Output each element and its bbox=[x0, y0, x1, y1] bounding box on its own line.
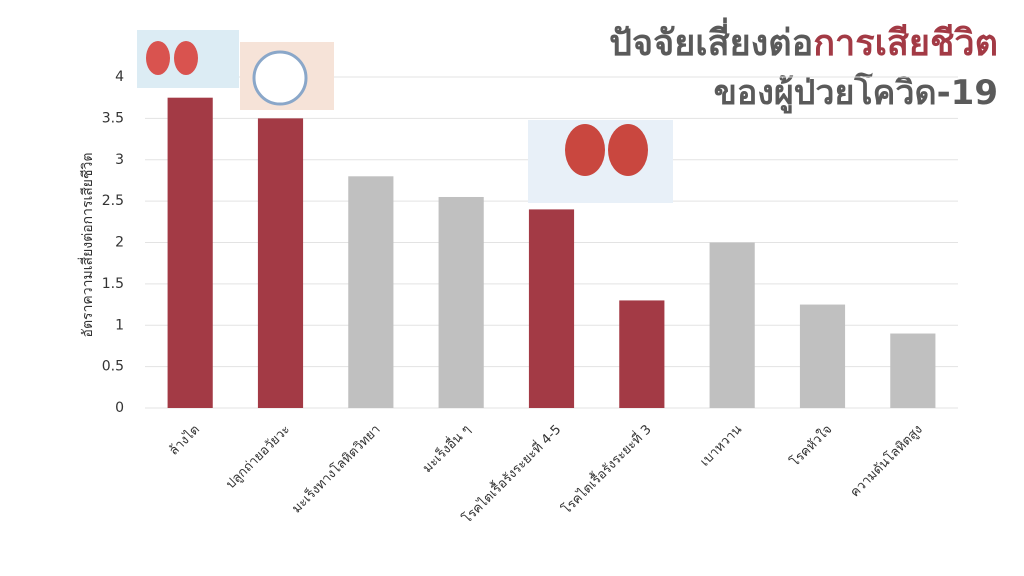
x-tick-label: ล้างไต bbox=[166, 422, 203, 459]
bar bbox=[167, 97, 213, 408]
x-tick-label: ปลูกถ่ายอวัยวะ bbox=[223, 422, 293, 492]
x-tick-label: ความดันโลหิตสูง bbox=[847, 422, 926, 501]
bar bbox=[257, 118, 304, 408]
y-tick-label: 1.5 bbox=[102, 276, 124, 292]
y-tick-label: 2 bbox=[115, 235, 124, 251]
bar bbox=[438, 196, 484, 408]
x-tick-label: โรคหัวใจ bbox=[787, 422, 835, 470]
bar bbox=[799, 304, 846, 408]
x-tick-label: มะเร็งทางโลหิตวิทยา bbox=[287, 420, 383, 516]
chart-subtitle: ของผู้ป่วยโควิด-19 bbox=[714, 72, 998, 114]
y-tick-label: 0 bbox=[115, 400, 124, 416]
kidney-icon bbox=[565, 124, 605, 176]
y-axis-label: อัตราความเสี่ยงต่อการเสียชีวิต bbox=[78, 153, 96, 338]
y-tick-label: 3 bbox=[115, 152, 124, 168]
title-part: การเสียชีวิต bbox=[813, 23, 998, 64]
kidney-icon bbox=[608, 124, 648, 176]
bar bbox=[709, 242, 755, 408]
y-tick-label: 3.5 bbox=[102, 110, 124, 126]
kidney-icon bbox=[146, 41, 170, 75]
kidney-icon bbox=[174, 41, 198, 75]
bar bbox=[619, 300, 665, 408]
x-tick-label: โรคไตเรื้อรังระยะที่ 3 bbox=[557, 420, 654, 517]
y-tick-label: 4 bbox=[115, 69, 124, 85]
transplant-icon bbox=[252, 50, 308, 106]
x-tick-label: มะเร็งอื่น ๆ bbox=[418, 420, 474, 476]
illustration bbox=[137, 30, 673, 203]
y-tick-label: 0.5 bbox=[102, 359, 124, 375]
title-part: ปัจจัยเสี่ยงต่อ bbox=[609, 17, 813, 64]
bar bbox=[890, 333, 936, 408]
x-tick-label: โรคไตเรื้อรังระยะที่ 4-5 bbox=[458, 420, 565, 527]
chart-title: ปัจจัยเสี่ยงต่อการเสียชีวิต bbox=[609, 17, 998, 64]
y-tick-label: 1 bbox=[115, 317, 124, 333]
bar bbox=[348, 176, 394, 408]
x-tick-label: เบาหวาน bbox=[698, 422, 745, 469]
bar bbox=[528, 209, 575, 408]
y-tick-label: 2.5 bbox=[102, 193, 124, 209]
